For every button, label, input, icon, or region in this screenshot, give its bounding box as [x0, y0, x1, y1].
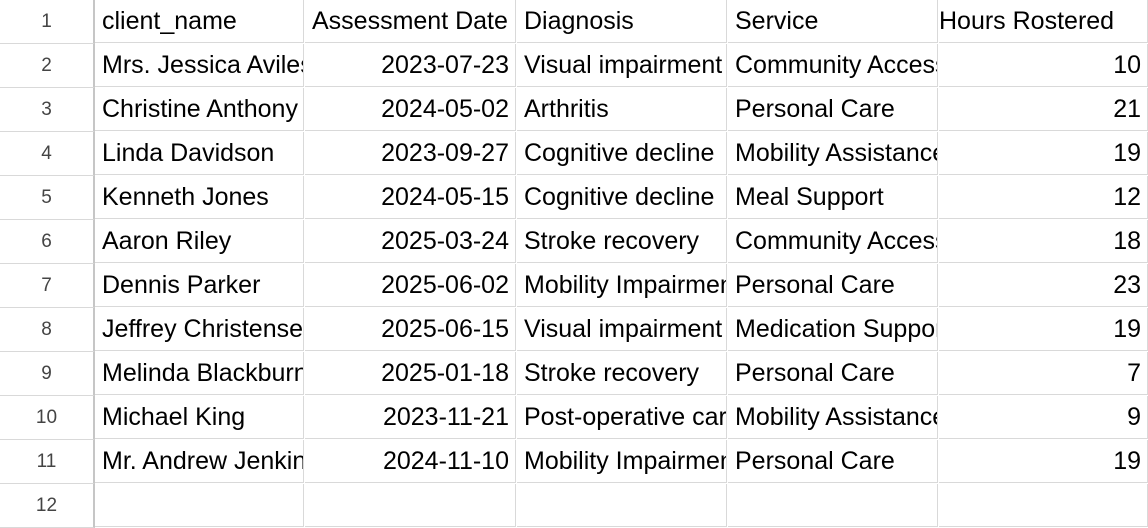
- cell-diagnosis[interactable]: Stroke recovery: [517, 352, 727, 395]
- row-number[interactable]: 5: [0, 176, 95, 220]
- row-number[interactable]: 4: [0, 132, 95, 176]
- cell-hours-rostered[interactable]: 19: [939, 132, 1148, 175]
- cell-diagnosis[interactable]: Arthritis: [517, 88, 727, 131]
- cell-assessment-date[interactable]: 2025-06-02: [305, 264, 516, 307]
- header-cell-diagnosis[interactable]: Diagnosis: [517, 0, 727, 43]
- table-row: 9 Melinda Blackburn 2025-01-18 Stroke recov…: [0, 352, 1148, 396]
- cell-service[interactable]: Community Access: [728, 44, 938, 87]
- row-number[interactable]: 3: [0, 88, 95, 132]
- table-row: 10 Michael King 2023-11-21 Post-operative c…: [0, 396, 1148, 440]
- row-number[interactable]: 11: [0, 440, 95, 484]
- cell-hours-rostered[interactable]: 19: [939, 308, 1148, 351]
- table-row: 11 Mr. Andrew Jenkins 2024-11-10 Mobility I…: [0, 440, 1148, 484]
- cell-diagnosis[interactable]: Visual impairment: [517, 308, 727, 351]
- table-row: 3 Christine Anthony 2024-05-02 Arthritis Per…: [0, 88, 1148, 132]
- row-number[interactable]: 2: [0, 44, 95, 88]
- cell-client-name[interactable]: Mrs. Jessica Aviles: [95, 44, 304, 87]
- table-row: 8 Jeffrey Christensen 2025-06-15 Visual imp…: [0, 308, 1148, 352]
- cell-client-name[interactable]: Michael King: [95, 396, 304, 439]
- table-row: 2 Mrs. Jessica Aviles 2023-07-23 Visual imp…: [0, 44, 1148, 88]
- cell-service[interactable]: [728, 484, 938, 527]
- cell-diagnosis[interactable]: Cognitive decline: [517, 132, 727, 175]
- cell-client-name[interactable]: Kenneth Jones: [95, 176, 304, 219]
- cell-hours-rostered[interactable]: 7: [939, 352, 1148, 395]
- cell-hours-rostered[interactable]: 12: [939, 176, 1148, 219]
- row-number[interactable]: 1: [0, 0, 95, 44]
- cell-client-name[interactable]: Dennis Parker: [95, 264, 304, 307]
- cell-service[interactable]: Meal Support: [728, 176, 938, 219]
- cell-service[interactable]: Personal Care: [728, 88, 938, 131]
- header-row: 1 client_name Assessment Date Diagnosis Serv…: [0, 0, 1148, 44]
- row-number[interactable]: 6: [0, 220, 95, 264]
- cell-assessment-date[interactable]: [305, 484, 516, 527]
- cell-assessment-date[interactable]: 2023-11-21: [305, 396, 516, 439]
- cell-hours-rostered[interactable]: 19: [939, 440, 1148, 483]
- cell-hours-rostered[interactable]: [939, 484, 1148, 527]
- row-number[interactable]: 7: [0, 264, 95, 308]
- cell-client-name[interactable]: Jeffrey Christensen: [95, 308, 304, 351]
- cell-service[interactable]: Personal Care: [728, 440, 938, 483]
- cell-assessment-date[interactable]: 2025-01-18: [305, 352, 516, 395]
- cell-client-name[interactable]: Christine Anthony: [95, 88, 304, 131]
- table-row: 5 Kenneth Jones 2024-05-15 Cognitive declin…: [0, 176, 1148, 220]
- cell-assessment-date[interactable]: 2025-06-15: [305, 308, 516, 351]
- cell-diagnosis[interactable]: Mobility Impairment: [517, 264, 727, 307]
- cell-client-name[interactable]: Mr. Andrew Jenkins: [95, 440, 304, 483]
- cell-assessment-date[interactable]: 2024-11-10: [305, 440, 516, 483]
- cell-diagnosis[interactable]: [517, 484, 727, 527]
- row-number[interactable]: 9: [0, 352, 95, 396]
- cell-hours-rostered[interactable]: 18: [939, 220, 1148, 263]
- cell-client-name[interactable]: Aaron Riley: [95, 220, 304, 263]
- cell-assessment-date[interactable]: 2024-05-15: [305, 176, 516, 219]
- cell-hours-rostered[interactable]: 10: [939, 44, 1148, 87]
- cell-hours-rostered[interactable]: 9: [939, 396, 1148, 439]
- cell-diagnosis[interactable]: Mobility Impairment: [517, 440, 727, 483]
- table-row: 4 Linda Davidson 2023-09-27 Cognitive decli…: [0, 132, 1148, 176]
- cell-service[interactable]: Personal Care: [728, 352, 938, 395]
- table-row-empty: 12: [0, 484, 1148, 528]
- cell-service[interactable]: Personal Care: [728, 264, 938, 307]
- cell-assessment-date[interactable]: 2023-09-27: [305, 132, 516, 175]
- cell-hours-rostered[interactable]: 23: [939, 264, 1148, 307]
- table-row: 7 Dennis Parker 2025-06-02 Mobility Impairm…: [0, 264, 1148, 308]
- cell-assessment-date[interactable]: 2023-07-23: [305, 44, 516, 87]
- header-cell-assessment-date[interactable]: Assessment Date: [305, 0, 516, 43]
- row-number[interactable]: 8: [0, 308, 95, 352]
- cell-assessment-date[interactable]: 2024-05-02: [305, 88, 516, 131]
- cell-diagnosis[interactable]: Visual impairment: [517, 44, 727, 87]
- row-number[interactable]: 10: [0, 396, 95, 440]
- cell-diagnosis[interactable]: Post-operative care: [517, 396, 727, 439]
- table-row: 6 Aaron Riley 2025-03-24 Stroke recovery Com…: [0, 220, 1148, 264]
- row-number[interactable]: 12: [0, 484, 95, 528]
- header-cell-service[interactable]: Service: [728, 0, 938, 43]
- cell-diagnosis[interactable]: Cognitive decline: [517, 176, 727, 219]
- cell-client-name[interactable]: [95, 484, 304, 527]
- cell-service[interactable]: Mobility Assistance: [728, 396, 938, 439]
- cell-service[interactable]: Community Access: [728, 220, 938, 263]
- header-cell-hours-rostered[interactable]: Hours Rostered: [939, 0, 1148, 43]
- cell-diagnosis[interactable]: Stroke recovery: [517, 220, 727, 263]
- cell-assessment-date[interactable]: 2025-03-24: [305, 220, 516, 263]
- cell-service[interactable]: Medication Support: [728, 308, 938, 351]
- header-cell-client-name[interactable]: client_name: [95, 0, 304, 43]
- cell-client-name[interactable]: Linda Davidson: [95, 132, 304, 175]
- cell-hours-rostered[interactable]: 21: [939, 88, 1148, 131]
- cell-client-name[interactable]: Melinda Blackburn: [95, 352, 304, 395]
- cell-service[interactable]: Mobility Assistance: [728, 132, 938, 175]
